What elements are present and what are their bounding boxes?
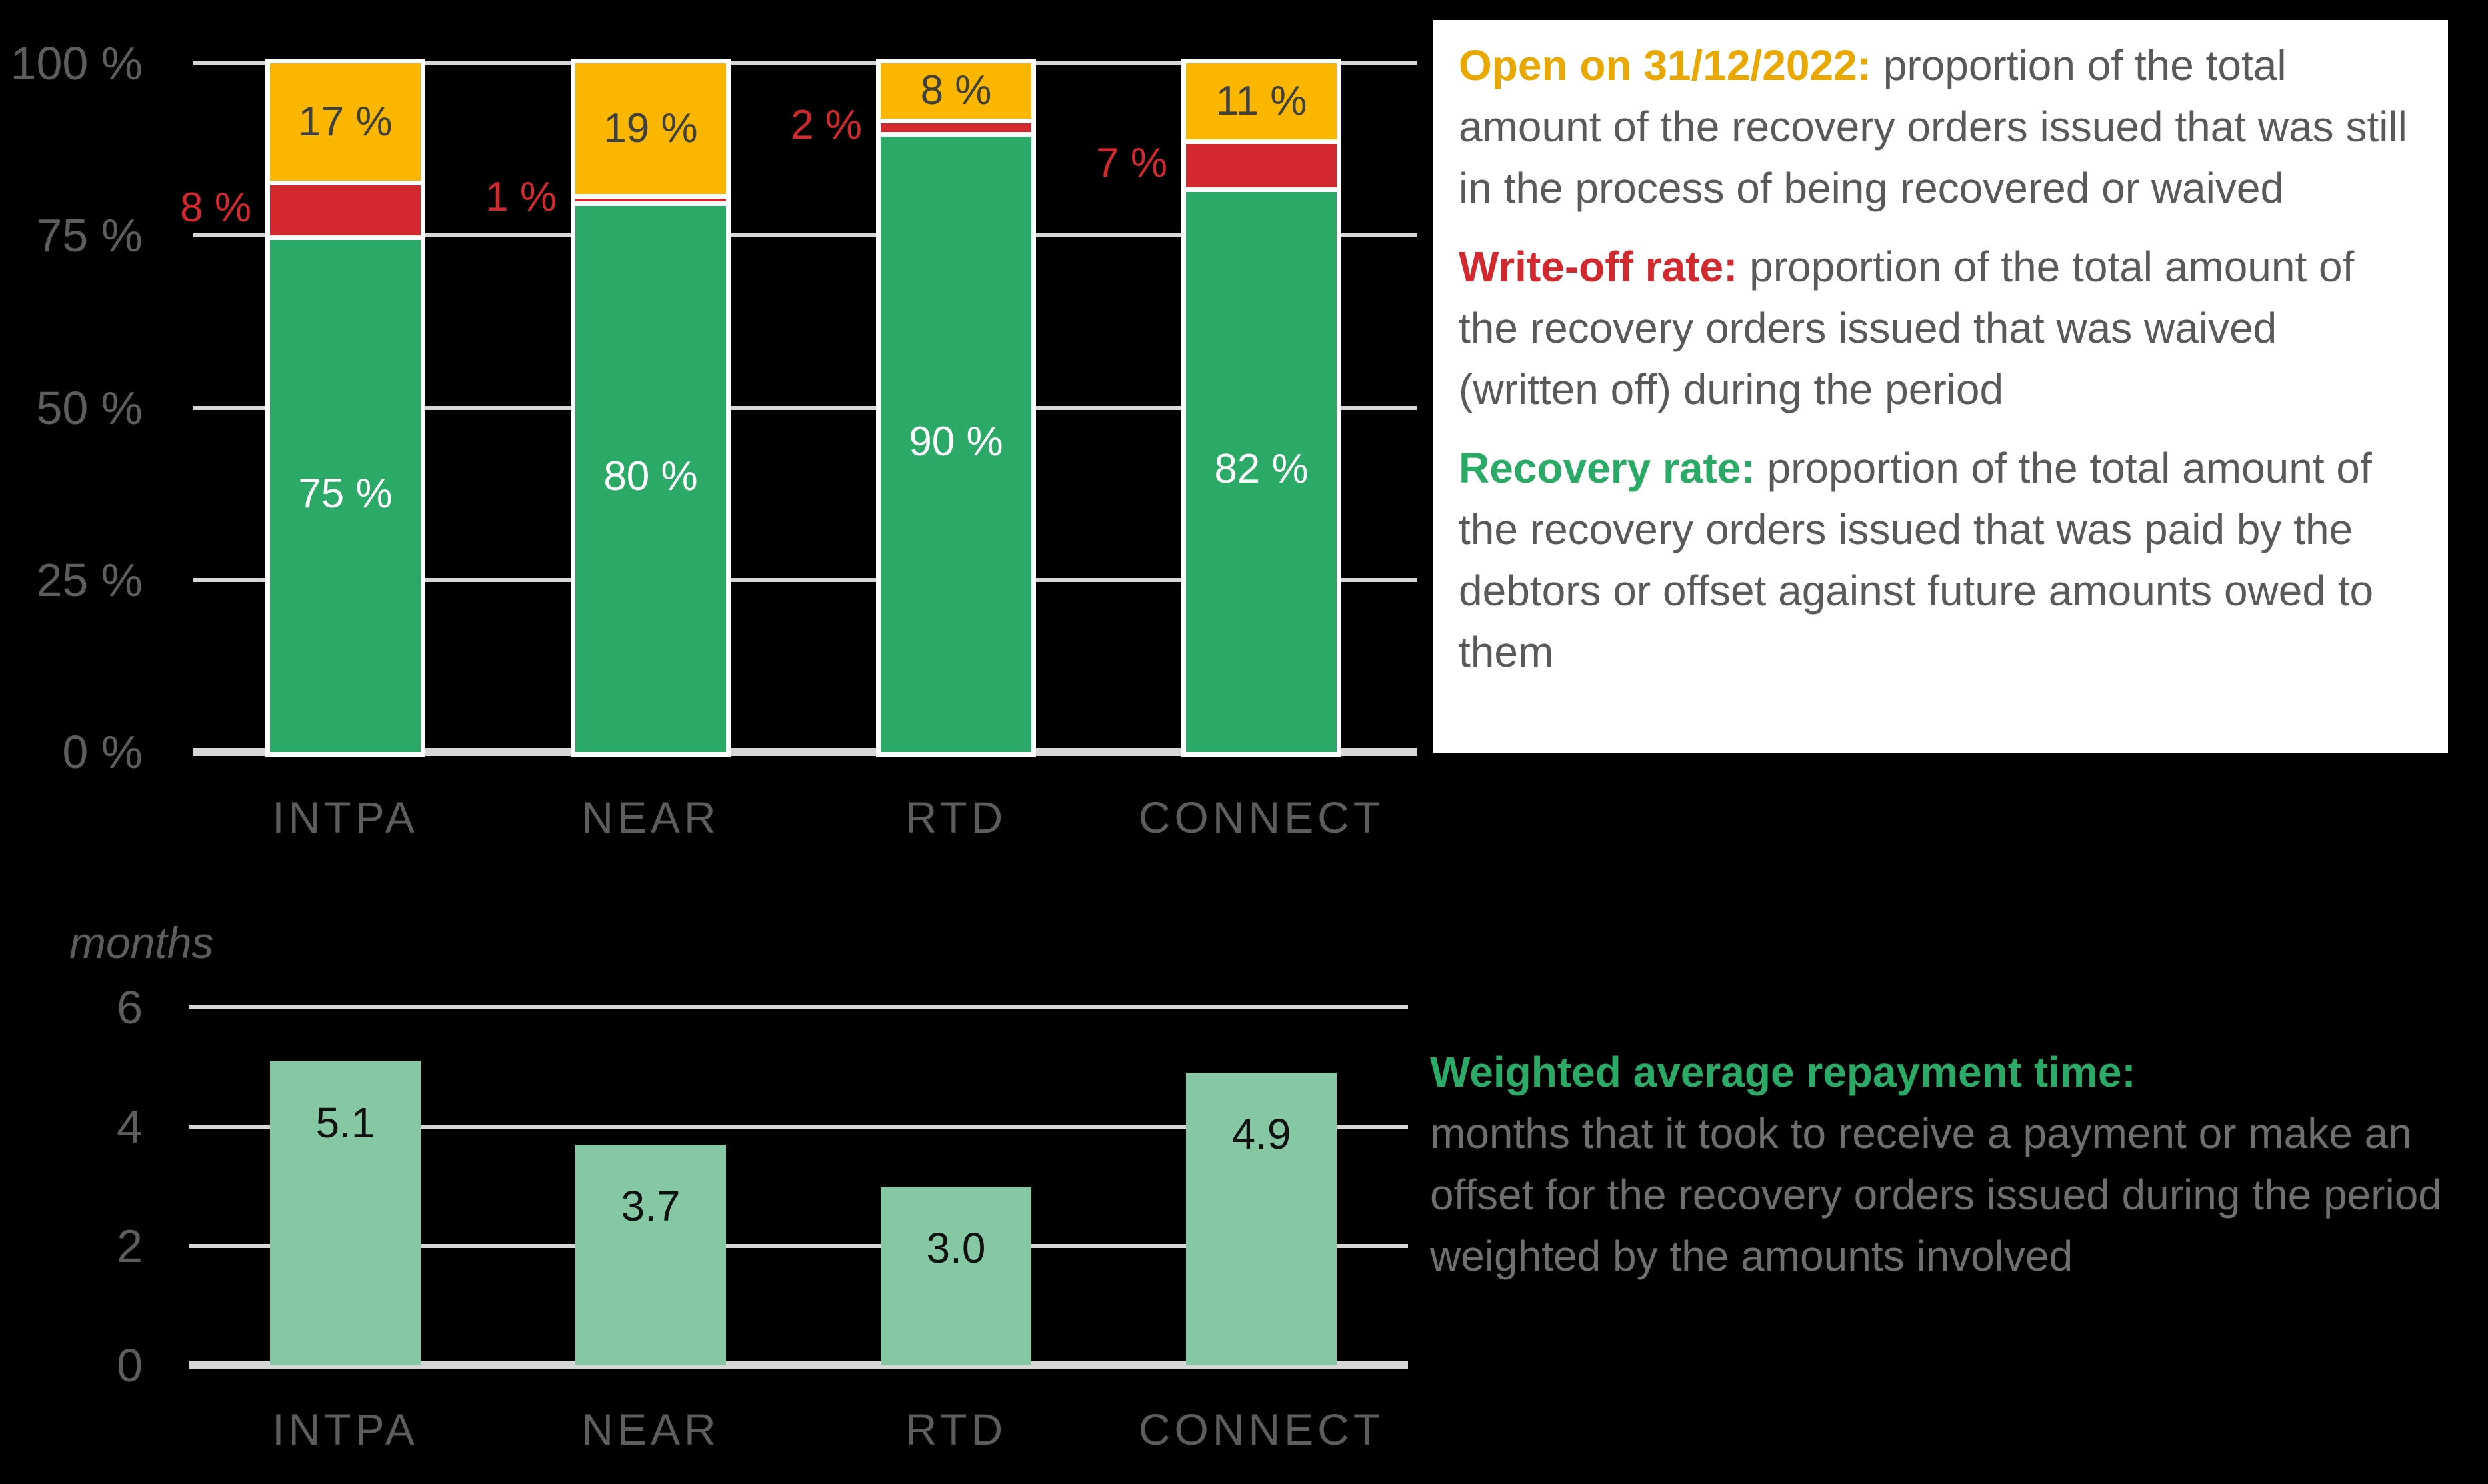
- legend-item-open: Open on 31/12/2022: proportion of the to…: [1459, 35, 2424, 219]
- data-label-intpa: 75 %: [298, 470, 393, 517]
- data-label-rtd: 90 %: [909, 419, 1003, 465]
- y-axis-tick-0pct: 0 %: [62, 726, 143, 778]
- bar-segment-open-on-31-12-2022-near: [575, 63, 726, 195]
- gridline-2months: [189, 1244, 1408, 1248]
- data-label-connect-writeoff: 7 %: [1096, 139, 1167, 186]
- y-axis-unit-label: months: [69, 918, 214, 967]
- gridline-50pct: [193, 405, 1417, 410]
- data-label-intpa-writeoff: 8 %: [180, 184, 251, 231]
- x-axis-label-bottom-connect: CONNECT: [1138, 1405, 1385, 1454]
- data-label-rtd-months: 3.0: [926, 1223, 986, 1272]
- y-axis-tick-25pct: 25 %: [36, 553, 143, 606]
- repayment-time-legend: Weighted average repayment time: months …: [1430, 1041, 2443, 1287]
- x-axis-label-bottom-rtd: RTD: [905, 1405, 1007, 1454]
- legend-heading-writeoff: Write-off rate:: [1459, 243, 1738, 291]
- bar-segment-recovery-rate-intpa: [270, 235, 421, 752]
- y-axis-tick-50pct: 50 %: [36, 381, 143, 434]
- data-label-connect: 82 %: [1214, 446, 1309, 493]
- data-label-rtd: 8 %: [920, 67, 992, 114]
- bar-segment-write-off-rate-connect: [1186, 139, 1337, 187]
- x-axis-label-intpa: INTPA: [272, 793, 419, 842]
- gridline-75pct: [193, 233, 1417, 238]
- legend-item-writeoff: Write-off rate: proportion of the total …: [1459, 236, 2424, 420]
- y-axis-tick-100pct: 100 %: [10, 37, 143, 89]
- repayment-bar-near: [575, 1144, 726, 1365]
- data-label-intpa-months: 5.1: [315, 1098, 375, 1147]
- gridline-100pct: [193, 61, 1417, 65]
- definitions-legend-panel: Open on 31/12/2022: proportion of the to…: [1433, 20, 2448, 753]
- y-axis-tick-2months: 2: [117, 1220, 143, 1272]
- legend-body-recovery: proportion of the total amount of the re…: [1459, 444, 2374, 676]
- legend-body-writeoff: proportion of the total amount of the re…: [1459, 243, 2355, 413]
- legend-heading-repayment: Weighted average repayment time:: [1430, 1048, 2136, 1096]
- data-label-connect: 11 %: [1215, 77, 1307, 124]
- gridline-6months: [189, 1005, 1408, 1009]
- y-axis-tick-0months: 0: [117, 1339, 143, 1391]
- bar-segment-recovery-rate-connect: [1186, 187, 1337, 752]
- x-axis-label-rtd: RTD: [905, 793, 1007, 842]
- legend-item-recovery: Recovery rate: proportion of the total a…: [1459, 437, 2424, 683]
- repayment-bar-rtd: [881, 1186, 1031, 1365]
- data-label-near-months: 3.7: [621, 1181, 681, 1230]
- repayment-bar-intpa: [270, 1061, 421, 1365]
- bar-segment-recovery-rate-rtd: [881, 132, 1031, 752]
- data-label-near: 19 %: [603, 105, 698, 152]
- data-label-connect-months: 4.9: [1231, 1110, 1291, 1159]
- gridline-0pct: [193, 748, 1417, 756]
- bar-segment-open-on-31-12-2022-connect: [1186, 63, 1337, 139]
- legend-heading-open: Open on 31/12/2022:: [1459, 41, 1871, 89]
- y-axis-tick-75pct: 75 %: [36, 209, 143, 262]
- x-axis-label-near: NEAR: [581, 793, 720, 842]
- x-axis-label-bottom-intpa: INTPA: [272, 1405, 419, 1454]
- legend-body-open: proportion of the total amount of the re…: [1459, 41, 2407, 212]
- data-label-near: 80 %: [603, 453, 698, 499]
- y-axis-tick-6months: 6: [117, 981, 143, 1033]
- y-axis-tick-4months: 4: [117, 1101, 143, 1153]
- bar-segment-open-on-31-12-2022-rtd: [881, 63, 1031, 119]
- data-label-rtd-writeoff: 2 %: [791, 101, 862, 148]
- data-label-intpa: 17 %: [298, 98, 393, 145]
- legend-body-repayment: months that it took to receive a payment…: [1430, 1109, 2442, 1280]
- x-axis-label-bottom-near: NEAR: [581, 1405, 720, 1454]
- bar-segment-recovery-rate-near: [575, 201, 726, 752]
- gridline-4months: [189, 1125, 1408, 1129]
- data-label-near-writeoff: 1 %: [485, 174, 557, 221]
- x-axis-label-connect: CONNECT: [1138, 793, 1385, 842]
- repayment-bar-connect: [1186, 1073, 1337, 1365]
- legend-heading-recovery: Recovery rate:: [1459, 444, 1755, 492]
- gridline-0months: [189, 1361, 1408, 1369]
- gridline-25pct: [193, 577, 1417, 582]
- bar-segment-write-off-rate-intpa: [270, 180, 421, 236]
- bar-segment-open-on-31-12-2022-intpa: [270, 63, 421, 181]
